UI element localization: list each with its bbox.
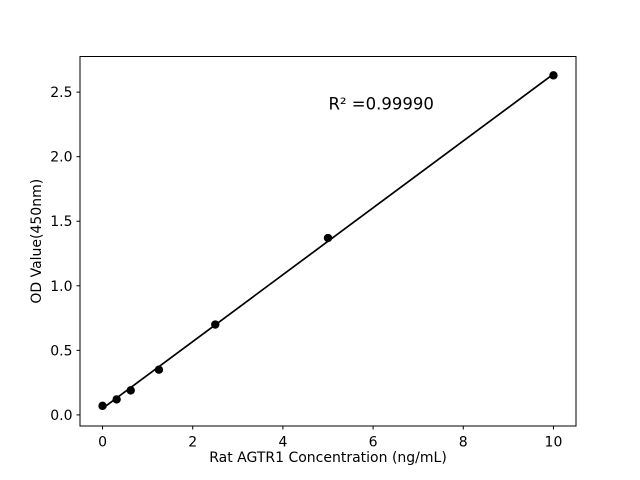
data-point [323,233,333,243]
data-point [549,71,558,80]
x-tick-label: 6 [369,435,378,451]
x-tick-label: 4 [278,435,287,451]
r-squared-annotation: R² =0.99990 [328,95,433,114]
x-axis-label: Rat AGTR1 Concentration (ng/mL) [209,450,447,466]
y-tick-label: 2.5 [50,85,72,101]
x-tick-label: 10 [545,435,563,451]
y-tick-label: 0.5 [50,343,72,359]
x-tick-label: 8 [459,435,468,451]
x-tick-label: 0 [98,435,107,451]
data-point [154,365,164,374]
y-tick-label: 2.0 [50,150,72,166]
y-axis-ticks: 0.0 0.5 1.0 1.5 2.0 2.5 [50,85,80,424]
y-axis-label: OD Value(450nm) [29,179,45,304]
y-tick-label: 1.5 [50,214,72,230]
data-point [211,320,220,329]
x-axis-ticks: 0 2 4 6 8 10 [98,426,562,451]
x-tick-label: 2 [188,435,197,451]
data-point [126,386,135,395]
data-point [112,395,121,404]
data-series [98,71,558,411]
data-point [98,401,107,411]
plot-area [79,56,577,427]
y-tick-label: 1.0 [50,279,72,295]
y-tick-label: 0.0 [50,408,72,424]
